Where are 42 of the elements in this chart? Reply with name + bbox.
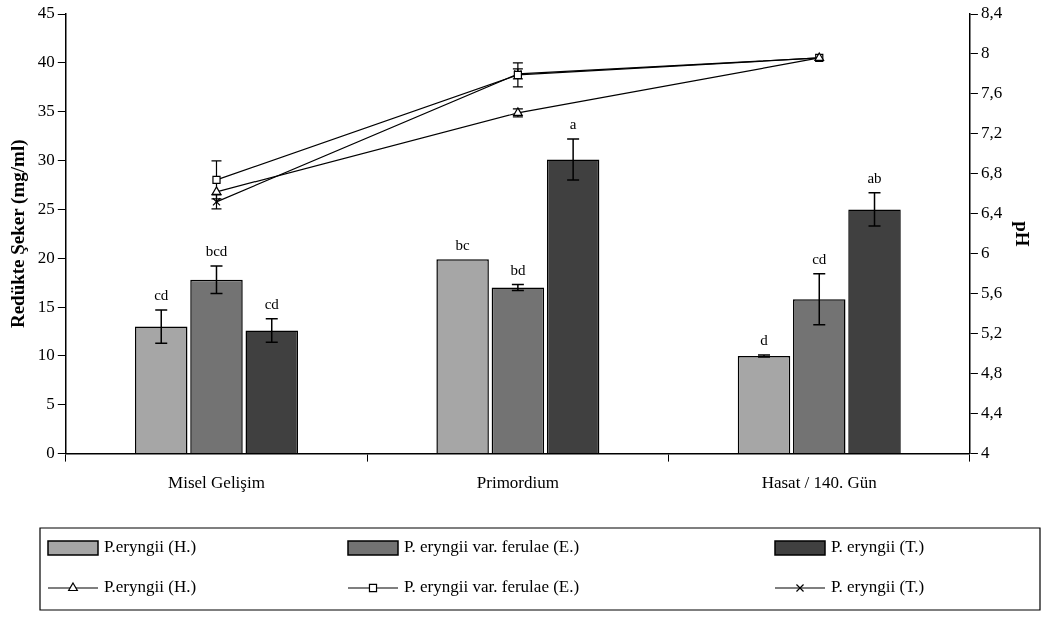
y-tick-label: 10 xyxy=(37,345,55,365)
y-tick-label: 0 xyxy=(46,443,55,463)
legend-label: P. eryngii (T.) xyxy=(831,537,925,557)
legend-label: P.eryngii (H.) xyxy=(104,577,197,597)
x-tick-label: Primordium xyxy=(476,473,559,493)
y-tick-label: 25 xyxy=(37,198,55,218)
y2-tick-label: 7,6 xyxy=(980,83,1003,103)
data-label: cd xyxy=(812,251,827,268)
data-label: bcd xyxy=(205,243,228,260)
x-tick-label: Hasat / 140. Gün xyxy=(761,473,878,493)
data-label: ab xyxy=(867,170,882,187)
y2-tick-label: 6,8 xyxy=(980,163,1003,183)
y2-tick-label: 6 xyxy=(980,243,990,263)
y2-tick-label: 7,2 xyxy=(980,123,1003,143)
y-tick-label: 5 xyxy=(46,394,55,414)
y-tick-label: 40 xyxy=(37,52,55,72)
y2-tick-label: 4 xyxy=(980,443,990,463)
legend-label: P. eryngii var. ferulae (E.) xyxy=(404,577,580,597)
y-tick-label: 20 xyxy=(37,247,55,267)
y2-tick-label: 6,4 xyxy=(980,203,1003,223)
data-label: d xyxy=(760,332,769,349)
y2-tick-label: 4,8 xyxy=(980,363,1003,383)
data-label: bc xyxy=(455,236,471,253)
y2-axis-title: pH xyxy=(1011,221,1033,247)
data-label: bd xyxy=(510,262,526,279)
y-tick-label: 35 xyxy=(37,101,55,121)
y2-tick-label: 8,4 xyxy=(980,3,1003,23)
data-label: a xyxy=(569,116,577,133)
y-tick-label: 15 xyxy=(37,296,55,316)
legend-label: P. eryngii (T.) xyxy=(831,577,925,597)
y-tick-label: 30 xyxy=(37,150,55,169)
data-label: cd xyxy=(264,296,280,313)
y-tick-label: 45 xyxy=(37,3,55,23)
legend-label: P.eryngii (H.) xyxy=(104,537,197,557)
y2-tick-label: 4,4 xyxy=(980,403,1003,423)
legend-label: P. eryngii var. ferulae (E.) xyxy=(404,537,580,557)
x-tick-label: Misel Gelişim xyxy=(168,473,265,493)
y2-tick-label: 8 xyxy=(980,43,990,63)
data-label: cd xyxy=(154,287,169,304)
y2-tick-label: 5,2 xyxy=(980,323,1003,343)
y-axis-title: Redükte Şeker (mg/ml) xyxy=(7,139,30,329)
y2-tick-label: 5,6 xyxy=(980,283,1003,303)
